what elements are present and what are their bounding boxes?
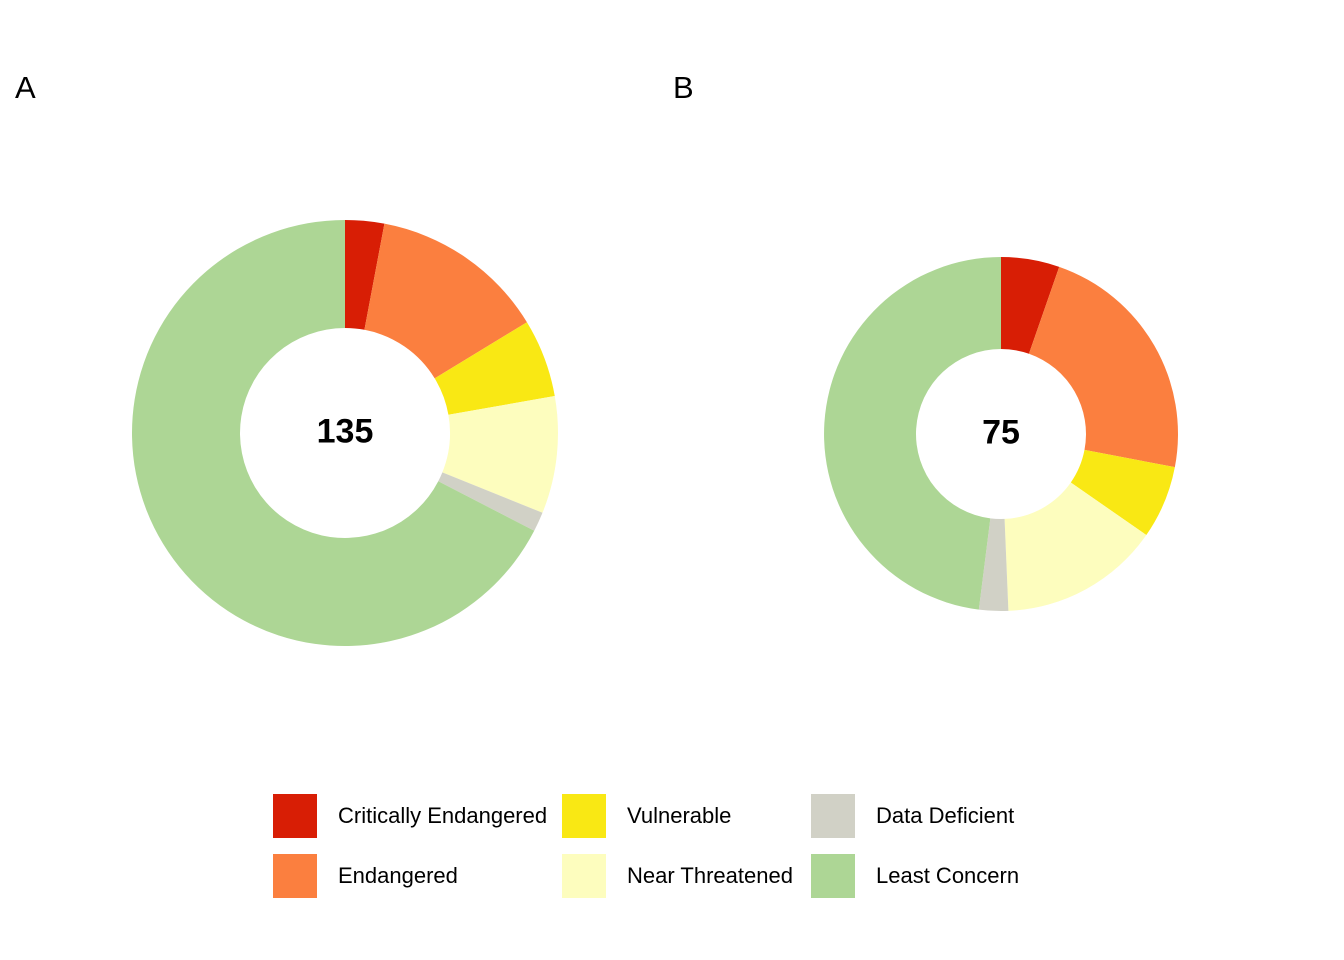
donut-segment-data-deficient bbox=[438, 472, 543, 531]
legend-swatch-least-concern bbox=[811, 854, 855, 898]
donut-segment-near-threatened bbox=[442, 396, 558, 513]
legend-column-1: Critically Endangered Endangered bbox=[273, 794, 547, 914]
donut-svg-b bbox=[824, 257, 1178, 611]
panel-b-label: B bbox=[673, 70, 694, 105]
donut-segment-least-concern bbox=[824, 257, 1001, 610]
donut-segment-data-deficient bbox=[978, 518, 1009, 611]
donut-segment-endangered bbox=[364, 223, 527, 379]
legend-label-least-concern: Least Concern bbox=[876, 863, 1020, 888]
donut-center-total-a: 135 bbox=[316, 412, 374, 451]
legend-item-vulnerable: Vulnerable bbox=[562, 794, 793, 838]
legend-swatch-endangered bbox=[273, 854, 317, 898]
donut-center-total-b: 75 bbox=[982, 413, 1020, 452]
donut-segment-critically-endangered bbox=[1001, 257, 1060, 354]
donut-chart-b: 75 bbox=[816, 249, 1186, 619]
legend-item-data-deficient: Data Deficient bbox=[811, 794, 1019, 838]
legend-label-data-deficient: Data Deficient bbox=[876, 803, 1015, 828]
legend-label-vulnerable: Vulnerable bbox=[627, 803, 732, 828]
legend-column-2: Vulnerable Near Threatened bbox=[562, 794, 793, 914]
donut-segment-vulnerable bbox=[434, 322, 555, 415]
legend-item-near-threatened: Near Threatened bbox=[562, 854, 793, 898]
legend-item-least-concern: Least Concern bbox=[811, 854, 1019, 898]
panel-a-label: A bbox=[15, 70, 36, 105]
legend-swatch-critically-endangered bbox=[273, 794, 317, 838]
legend-swatch-data-deficient bbox=[811, 794, 855, 838]
legend-label-near-threatened: Near Threatened bbox=[627, 863, 793, 888]
legend-swatch-near-threatened bbox=[562, 854, 606, 898]
donut-svg-a bbox=[132, 220, 558, 646]
donut-segment-least-concern bbox=[132, 220, 535, 646]
donut-segment-critically-endangered bbox=[345, 220, 385, 330]
legend-label-critically-endangered: Critically Endangered bbox=[338, 803, 548, 828]
legend-item-critically-endangered: Critically Endangered bbox=[273, 794, 547, 838]
legend-label-endangered: Endangered bbox=[338, 863, 458, 888]
donut-segment-near-threatened bbox=[1004, 482, 1147, 611]
legend-column-3: Data Deficient Least Concern bbox=[811, 794, 1019, 914]
donut-segment-endangered bbox=[1028, 266, 1178, 468]
legend-item-endangered: Endangered bbox=[273, 854, 547, 898]
donut-chart-a: 135 bbox=[125, 213, 565, 653]
donut-segment-vulnerable bbox=[1070, 449, 1175, 536]
legend-swatch-vulnerable bbox=[562, 794, 606, 838]
